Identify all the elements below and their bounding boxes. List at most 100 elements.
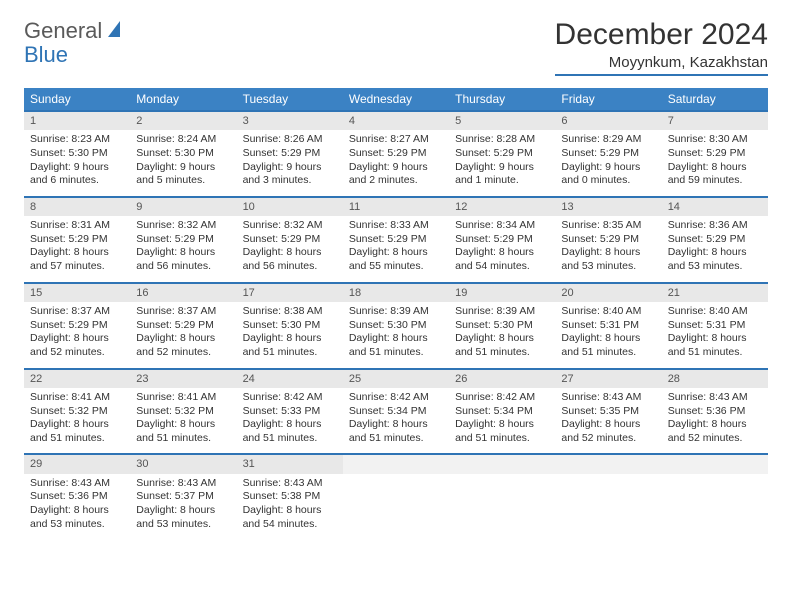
sunrise-text: Sunrise: 8:36 AM [668,219,762,233]
day-detail-cell: Sunrise: 8:30 AMSunset: 5:29 PMDaylight:… [662,130,768,197]
day-number-cell: 4 [343,111,449,130]
sunrise-text: Sunrise: 8:43 AM [136,477,230,491]
day-number-cell: 7 [662,111,768,130]
sunrise-text: Sunrise: 8:27 AM [349,133,443,147]
detail-row: Sunrise: 8:23 AMSunset: 5:30 PMDaylight:… [24,130,768,197]
detail-row: Sunrise: 8:31 AMSunset: 5:29 PMDaylight:… [24,216,768,283]
day-detail-cell: Sunrise: 8:26 AMSunset: 5:29 PMDaylight:… [237,130,343,197]
sunrise-text: Sunrise: 8:37 AM [136,305,230,319]
day-detail-cell: Sunrise: 8:38 AMSunset: 5:30 PMDaylight:… [237,302,343,369]
sunset-text: Sunset: 5:34 PM [455,405,549,419]
weekday-header: Thursday [449,88,555,111]
day-number-cell: 18 [343,283,449,302]
day-number-cell: 23 [130,369,236,388]
daynum-row: 1234567 [24,111,768,130]
daylight-text: Daylight: 8 hours and 51 minutes. [30,418,124,445]
sunset-text: Sunset: 5:30 PM [455,319,549,333]
sunrise-text: Sunrise: 8:40 AM [668,305,762,319]
sunrise-text: Sunrise: 8:40 AM [561,305,655,319]
sunrise-text: Sunrise: 8:43 AM [30,477,124,491]
day-number-cell: 20 [555,283,661,302]
day-detail-cell: Sunrise: 8:42 AMSunset: 5:34 PMDaylight:… [449,388,555,455]
detail-row: Sunrise: 8:43 AMSunset: 5:36 PMDaylight:… [24,474,768,540]
daylight-text: Daylight: 8 hours and 51 minutes. [668,332,762,359]
logo-text-blue: Blue [24,42,68,67]
sunset-text: Sunset: 5:30 PM [349,319,443,333]
daynum-row: 15161718192021 [24,283,768,302]
daylight-text: Daylight: 8 hours and 52 minutes. [30,332,124,359]
day-number-cell: 28 [662,369,768,388]
sunset-text: Sunset: 5:29 PM [561,233,655,247]
daylight-text: Daylight: 8 hours and 52 minutes. [668,418,762,445]
day-number-cell: 13 [555,197,661,216]
sunrise-text: Sunrise: 8:35 AM [561,219,655,233]
detail-row: Sunrise: 8:41 AMSunset: 5:32 PMDaylight:… [24,388,768,455]
daylight-text: Daylight: 8 hours and 54 minutes. [243,504,337,531]
daylight-text: Daylight: 8 hours and 53 minutes. [136,504,230,531]
sunset-text: Sunset: 5:30 PM [243,319,337,333]
day-number-cell [662,454,768,473]
daylight-text: Daylight: 9 hours and 2 minutes. [349,161,443,188]
day-number-cell [343,454,449,473]
day-number-cell: 14 [662,197,768,216]
day-detail-cell: Sunrise: 8:36 AMSunset: 5:29 PMDaylight:… [662,216,768,283]
sunset-text: Sunset: 5:33 PM [243,405,337,419]
day-detail-cell: Sunrise: 8:37 AMSunset: 5:29 PMDaylight:… [24,302,130,369]
daynum-row: 22232425262728 [24,369,768,388]
day-number-cell: 9 [130,197,236,216]
weekday-header: Sunday [24,88,130,111]
day-detail-cell: Sunrise: 8:43 AMSunset: 5:38 PMDaylight:… [237,474,343,540]
day-detail-cell [662,474,768,540]
daylight-text: Daylight: 8 hours and 52 minutes. [136,332,230,359]
weekday-header: Wednesday [343,88,449,111]
sunset-text: Sunset: 5:30 PM [136,147,230,161]
day-detail-cell: Sunrise: 8:28 AMSunset: 5:29 PMDaylight:… [449,130,555,197]
weekday-header: Saturday [662,88,768,111]
sunset-text: Sunset: 5:31 PM [561,319,655,333]
sunset-text: Sunset: 5:36 PM [668,405,762,419]
day-detail-cell: Sunrise: 8:43 AMSunset: 5:36 PMDaylight:… [662,388,768,455]
weekday-header: Friday [555,88,661,111]
day-number-cell: 15 [24,283,130,302]
day-number-cell: 2 [130,111,236,130]
daylight-text: Daylight: 9 hours and 1 minute. [455,161,549,188]
sunset-text: Sunset: 5:36 PM [30,490,124,504]
day-detail-cell: Sunrise: 8:29 AMSunset: 5:29 PMDaylight:… [555,130,661,197]
day-detail-cell: Sunrise: 8:27 AMSunset: 5:29 PMDaylight:… [343,130,449,197]
sunset-text: Sunset: 5:37 PM [136,490,230,504]
day-number-cell: 30 [130,454,236,473]
sunset-text: Sunset: 5:29 PM [136,319,230,333]
sunrise-text: Sunrise: 8:34 AM [455,219,549,233]
day-number-cell: 10 [237,197,343,216]
daylight-text: Daylight: 8 hours and 53 minutes. [668,246,762,273]
sunrise-text: Sunrise: 8:42 AM [349,391,443,405]
sunset-text: Sunset: 5:29 PM [455,233,549,247]
daylight-text: Daylight: 8 hours and 56 minutes. [136,246,230,273]
location-subtitle: Moyynkum, Kazakhstan [555,54,768,76]
day-detail-cell: Sunrise: 8:32 AMSunset: 5:29 PMDaylight:… [237,216,343,283]
daylight-text: Daylight: 9 hours and 5 minutes. [136,161,230,188]
day-number-cell: 21 [662,283,768,302]
sunset-text: Sunset: 5:35 PM [561,405,655,419]
sunrise-text: Sunrise: 8:41 AM [136,391,230,405]
sunrise-text: Sunrise: 8:26 AM [243,133,337,147]
day-detail-cell: Sunrise: 8:43 AMSunset: 5:37 PMDaylight:… [130,474,236,540]
title-block: December 2024 Moyynkum, Kazakhstan [555,18,768,76]
day-number-cell: 27 [555,369,661,388]
day-detail-cell [343,474,449,540]
day-number-cell: 5 [449,111,555,130]
sunrise-text: Sunrise: 8:24 AM [136,133,230,147]
day-number-cell: 16 [130,283,236,302]
logo: General [24,18,128,44]
day-number-cell: 12 [449,197,555,216]
sunset-text: Sunset: 5:29 PM [30,233,124,247]
sunset-text: Sunset: 5:30 PM [30,147,124,161]
day-detail-cell: Sunrise: 8:42 AMSunset: 5:34 PMDaylight:… [343,388,449,455]
daylight-text: Daylight: 8 hours and 51 minutes. [561,332,655,359]
weekday-header: Tuesday [237,88,343,111]
header: General December 2024 Moyynkum, Kazakhst… [24,18,768,76]
day-number-cell: 17 [237,283,343,302]
daylight-text: Daylight: 8 hours and 54 minutes. [455,246,549,273]
sunset-text: Sunset: 5:29 PM [455,147,549,161]
sunset-text: Sunset: 5:29 PM [243,233,337,247]
